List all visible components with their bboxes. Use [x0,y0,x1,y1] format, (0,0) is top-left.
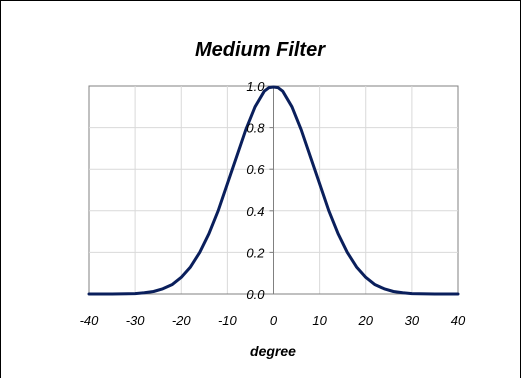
x-tick-label: 30 [405,313,420,328]
x-tick-label: 10 [312,313,327,328]
y-tick-label: 0.4 [246,204,264,219]
y-tick-label: 0.8 [246,121,265,136]
x-axis-title: degree [250,343,296,359]
x-tick-label: 20 [358,313,374,328]
x-tick-label: -10 [218,313,238,328]
x-tick-label: 0 [270,313,278,328]
x-tick-label: -20 [172,313,192,328]
y-tick-label: 1.0 [246,79,265,94]
series-layer [87,85,460,296]
axis-layer [89,85,458,295]
y-tick-label: 0.2 [246,245,265,260]
y-tick-label: 0.6 [246,162,265,177]
x-tick-label: -30 [126,313,146,328]
y-tick-labels: 0.0 0.2 0.4 0.6 0.8 1.0 [246,79,265,302]
x-tick-label: 40 [451,313,466,328]
chart-title: Medium Filter [195,39,326,61]
x-tick-labels: -40 -30 -20 -10 0 10 20 30 40 [80,313,466,328]
series-line-0 [87,85,460,296]
x-tick-label: -40 [80,313,100,328]
y-tick-label: 0.0 [246,287,265,302]
